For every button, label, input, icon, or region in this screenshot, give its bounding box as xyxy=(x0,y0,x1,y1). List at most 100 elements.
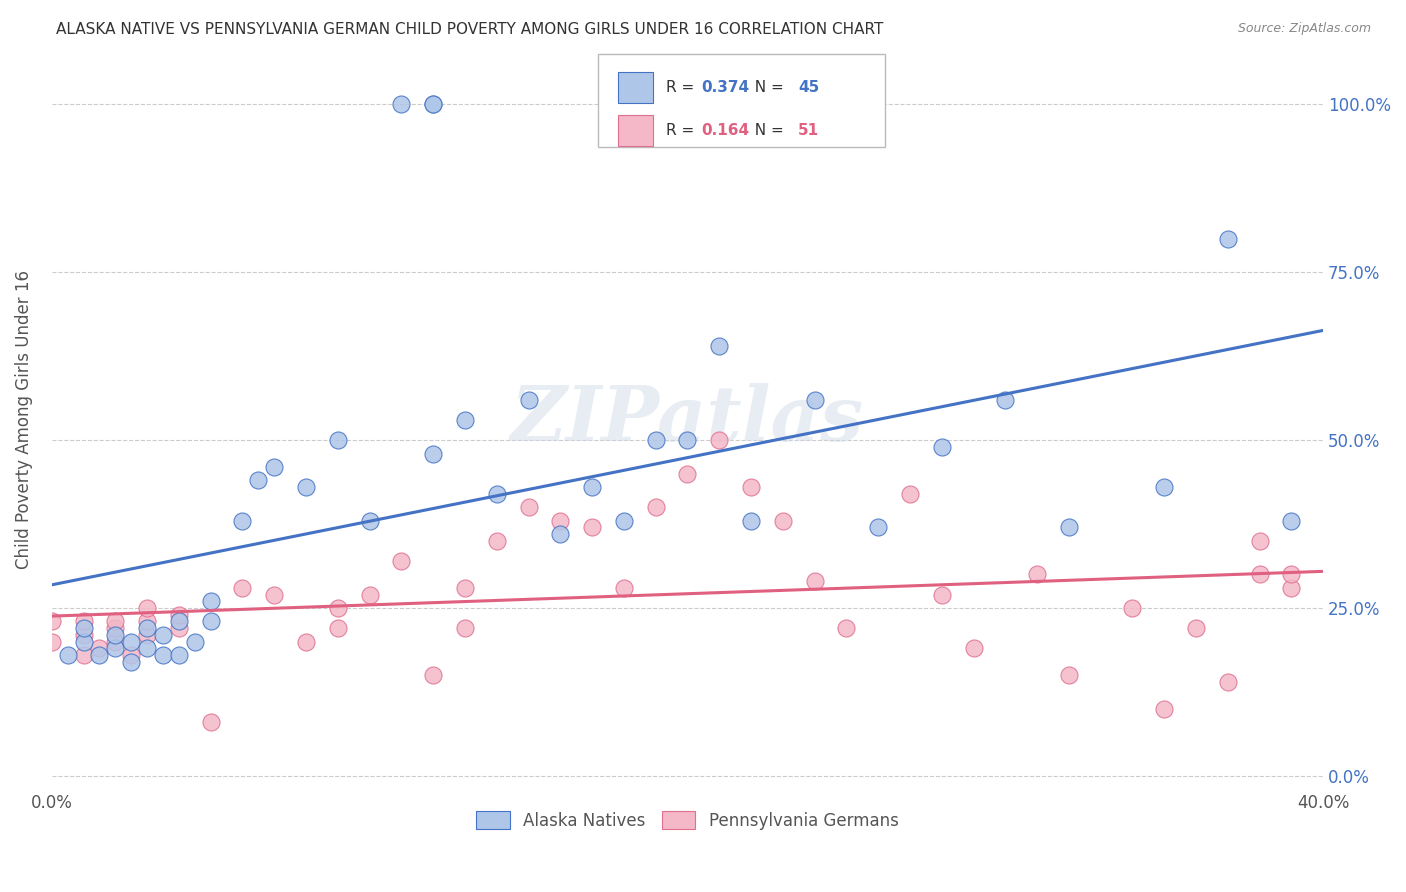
Point xyxy=(962,641,984,656)
Point xyxy=(136,641,159,656)
Point xyxy=(422,446,444,460)
Point xyxy=(613,514,636,528)
Point xyxy=(613,581,636,595)
Point xyxy=(136,628,159,642)
Point xyxy=(772,514,794,528)
Point xyxy=(295,480,318,494)
Point xyxy=(422,97,444,112)
Point xyxy=(72,628,94,642)
Point xyxy=(41,634,63,648)
Point xyxy=(709,433,731,447)
Point xyxy=(1249,533,1271,548)
Text: 45: 45 xyxy=(799,80,820,95)
Point xyxy=(454,413,477,427)
Point xyxy=(359,587,381,601)
Text: R =: R = xyxy=(666,80,699,95)
Point xyxy=(644,500,666,515)
Point xyxy=(120,634,142,648)
Text: 51: 51 xyxy=(799,123,820,137)
Point xyxy=(931,587,953,601)
Point xyxy=(422,668,444,682)
Point xyxy=(835,621,858,635)
Point xyxy=(41,615,63,629)
Text: N =: N = xyxy=(745,80,789,95)
Point xyxy=(326,433,349,447)
Point xyxy=(485,533,508,548)
Point xyxy=(359,514,381,528)
Point xyxy=(581,480,603,494)
Point xyxy=(803,392,825,407)
Point xyxy=(136,601,159,615)
Point xyxy=(263,587,285,601)
Point xyxy=(994,392,1017,407)
Point xyxy=(1153,701,1175,715)
Point xyxy=(89,648,111,662)
Point xyxy=(454,621,477,635)
Point xyxy=(120,655,142,669)
Point xyxy=(184,634,207,648)
Point xyxy=(1057,520,1080,534)
Point xyxy=(231,581,253,595)
Point xyxy=(1121,601,1143,615)
Point xyxy=(485,487,508,501)
Point xyxy=(389,554,412,568)
Point xyxy=(1026,567,1049,582)
Point xyxy=(389,97,412,112)
Point xyxy=(1216,674,1239,689)
Point xyxy=(247,474,270,488)
Point xyxy=(326,601,349,615)
Point xyxy=(676,433,699,447)
Point xyxy=(740,480,762,494)
Point xyxy=(104,615,127,629)
Point xyxy=(104,628,127,642)
Point xyxy=(1279,567,1302,582)
Point xyxy=(517,392,540,407)
Point xyxy=(104,641,127,656)
Point xyxy=(709,339,731,353)
Point xyxy=(550,514,572,528)
Text: ZIPatlas: ZIPatlas xyxy=(510,383,865,457)
Point xyxy=(231,514,253,528)
Point xyxy=(72,615,94,629)
Point xyxy=(326,621,349,635)
Point xyxy=(200,594,222,608)
Point xyxy=(56,648,79,662)
Point xyxy=(263,459,285,474)
Point xyxy=(868,520,890,534)
Point xyxy=(1057,668,1080,682)
Legend: Alaska Natives, Pennsylvania Germans: Alaska Natives, Pennsylvania Germans xyxy=(470,805,905,837)
Point xyxy=(104,634,127,648)
Bar xyxy=(617,72,654,103)
Text: N =: N = xyxy=(745,123,789,137)
Text: 0.374: 0.374 xyxy=(702,80,749,95)
Point xyxy=(136,615,159,629)
Point xyxy=(676,467,699,481)
FancyBboxPatch shape xyxy=(599,54,884,146)
Point xyxy=(581,520,603,534)
Point xyxy=(200,715,222,730)
Point xyxy=(167,607,190,622)
Point xyxy=(152,648,174,662)
Point xyxy=(644,433,666,447)
Text: Source: ZipAtlas.com: Source: ZipAtlas.com xyxy=(1237,22,1371,36)
Point xyxy=(517,500,540,515)
Point xyxy=(200,615,222,629)
Point xyxy=(1185,621,1208,635)
Bar xyxy=(617,115,654,145)
Point xyxy=(72,648,94,662)
Point xyxy=(454,581,477,595)
Text: ALASKA NATIVE VS PENNSYLVANIA GERMAN CHILD POVERTY AMONG GIRLS UNDER 16 CORRELAT: ALASKA NATIVE VS PENNSYLVANIA GERMAN CHI… xyxy=(56,22,883,37)
Point xyxy=(422,97,444,112)
Point xyxy=(104,621,127,635)
Point xyxy=(167,621,190,635)
Point xyxy=(167,615,190,629)
Point xyxy=(72,621,94,635)
Point xyxy=(89,641,111,656)
Text: R =: R = xyxy=(666,123,699,137)
Point xyxy=(931,440,953,454)
Point xyxy=(1249,567,1271,582)
Point xyxy=(72,634,94,648)
Point xyxy=(1279,581,1302,595)
Point xyxy=(1216,232,1239,246)
Point xyxy=(167,648,190,662)
